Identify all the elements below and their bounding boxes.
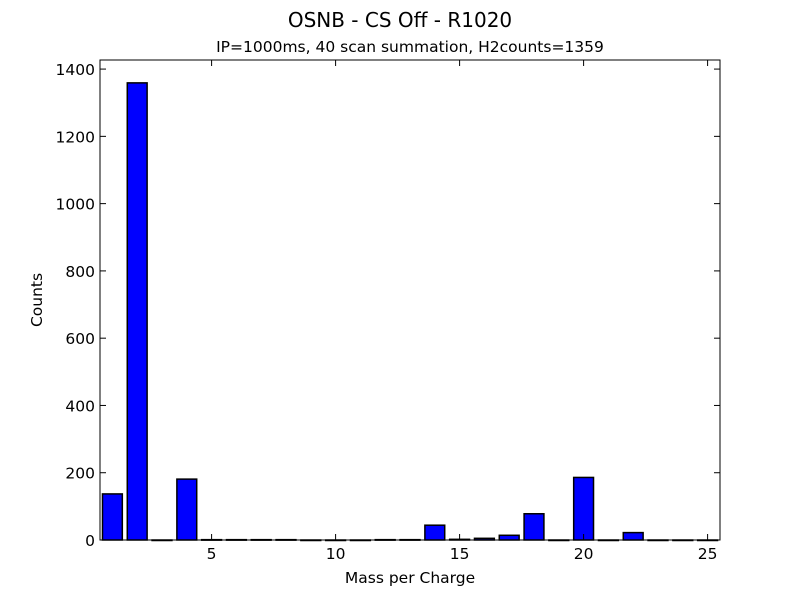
bar xyxy=(498,534,520,541)
y-tick-label: 200 xyxy=(65,465,95,483)
x-tick-label: 25 xyxy=(698,545,718,563)
bar xyxy=(572,476,595,541)
chart-subtitle: IP=1000ms, 40 scan summation, H2counts=1… xyxy=(216,38,604,56)
x-tick-label: 5 xyxy=(207,545,217,563)
y-tick-label: 600 xyxy=(65,330,95,348)
x-tick-label: 10 xyxy=(326,545,346,563)
bar xyxy=(523,513,545,541)
x-axis-label: Mass per Charge xyxy=(344,569,476,587)
chart-title: OSNB - CS Off - R1020 xyxy=(287,8,513,32)
y-tick-label: 1400 xyxy=(56,61,95,79)
y-tick-label: 1200 xyxy=(56,128,95,146)
y-tick-label: 0 xyxy=(85,532,95,550)
x-tick-label: 15 xyxy=(450,545,470,563)
y-tick-label: 1000 xyxy=(56,196,95,214)
y-tick-label: 800 xyxy=(65,263,95,281)
bar xyxy=(101,493,124,541)
bar xyxy=(424,524,446,541)
bar xyxy=(126,82,148,541)
axes-frame xyxy=(99,59,721,541)
bar xyxy=(176,478,198,541)
x-tick-label: 20 xyxy=(574,545,594,563)
y-tick-label: 400 xyxy=(65,397,95,415)
bar xyxy=(622,531,644,541)
